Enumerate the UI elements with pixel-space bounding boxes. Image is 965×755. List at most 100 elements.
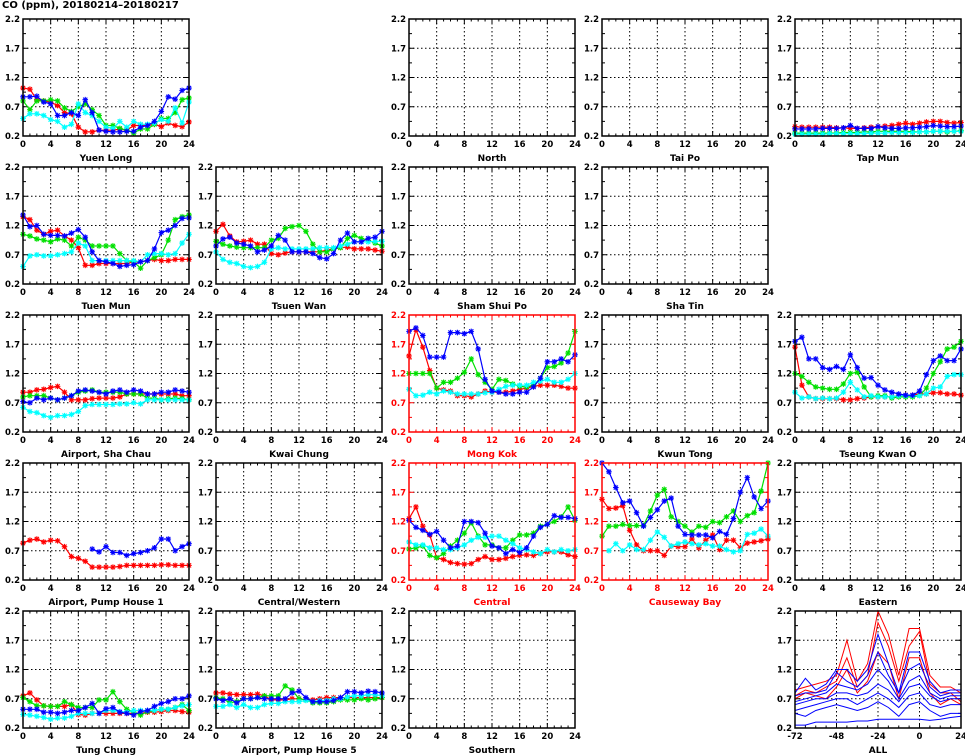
data-point bbox=[144, 391, 151, 397]
data-point bbox=[758, 538, 764, 544]
data-point bbox=[54, 232, 61, 239]
series-line bbox=[794, 683, 961, 706]
data-point bbox=[372, 688, 378, 695]
data-point bbox=[944, 128, 950, 135]
series-blue bbox=[20, 693, 192, 718]
x-tick-label: 12 bbox=[679, 288, 691, 298]
data-point bbox=[123, 706, 130, 713]
data-point bbox=[110, 257, 116, 264]
data-point bbox=[537, 375, 544, 381]
data-point bbox=[847, 370, 854, 377]
data-point bbox=[323, 698, 330, 705]
data-point bbox=[461, 561, 468, 568]
data-point bbox=[426, 531, 433, 538]
x-tick-label: 20 bbox=[927, 436, 939, 446]
data-point bbox=[61, 698, 68, 705]
data-point bbox=[89, 106, 95, 113]
data-point bbox=[220, 221, 226, 228]
data-point bbox=[130, 261, 137, 268]
x-tick-label: 0 bbox=[20, 436, 26, 446]
panel-title: Eastern bbox=[859, 598, 898, 608]
data-point bbox=[523, 545, 530, 551]
y-tick-label: 0.7 bbox=[584, 399, 599, 409]
data-point bbox=[840, 381, 847, 387]
y-tick-label: 0.2 bbox=[777, 724, 792, 734]
x-tick-label: 20 bbox=[348, 584, 360, 594]
data-point bbox=[799, 373, 805, 380]
x-tick-label: 20 bbox=[541, 732, 553, 742]
data-point bbox=[165, 397, 172, 403]
x-tick-label: 8 bbox=[268, 584, 274, 594]
data-point bbox=[633, 522, 640, 529]
data-point bbox=[723, 546, 730, 553]
x-tick-label: 12 bbox=[486, 140, 498, 150]
x-tick-label: 16 bbox=[900, 140, 912, 150]
data-point bbox=[558, 546, 564, 553]
data-point bbox=[158, 536, 165, 542]
data-point bbox=[233, 700, 240, 706]
x-tick-label: 8 bbox=[847, 140, 853, 150]
data-point bbox=[47, 395, 54, 401]
data-point bbox=[165, 118, 172, 125]
data-point bbox=[82, 387, 89, 393]
x-tick-label: 16 bbox=[900, 436, 912, 446]
x-tick-label: 20 bbox=[541, 140, 553, 150]
x-tick-label: 20 bbox=[734, 140, 746, 150]
x-tick-label: 24 bbox=[569, 140, 581, 150]
data-point bbox=[158, 700, 165, 707]
data-point bbox=[716, 546, 723, 553]
x-tick-label: 20 bbox=[155, 436, 167, 446]
y-tick-label: 0.2 bbox=[5, 428, 20, 438]
series-blue bbox=[213, 228, 385, 262]
data-point bbox=[647, 537, 654, 544]
data-point bbox=[151, 250, 158, 257]
data-point bbox=[68, 701, 75, 708]
data-point bbox=[944, 123, 950, 130]
data-point bbox=[661, 498, 668, 504]
x-tick-label: 12 bbox=[679, 584, 691, 594]
data-point bbox=[54, 112, 61, 119]
data-point bbox=[509, 553, 516, 560]
data-point bbox=[613, 484, 619, 491]
y-tick-label: 1.7 bbox=[584, 192, 599, 202]
data-point bbox=[254, 263, 261, 270]
data-point bbox=[661, 534, 668, 541]
data-point bbox=[882, 125, 888, 131]
x-tick-label: 16 bbox=[707, 140, 719, 150]
data-point bbox=[565, 385, 571, 391]
data-point bbox=[951, 357, 957, 364]
data-point bbox=[930, 385, 937, 391]
data-point bbox=[34, 227, 40, 233]
data-point bbox=[75, 244, 82, 251]
plot-frame bbox=[22, 314, 190, 433]
data-point bbox=[826, 125, 833, 132]
data-point bbox=[902, 129, 909, 136]
data-point bbox=[930, 357, 937, 364]
data-point bbox=[426, 370, 433, 377]
data-point bbox=[227, 701, 233, 708]
data-point bbox=[503, 377, 509, 384]
x-tick-label: 24 bbox=[569, 288, 581, 298]
x-tick-label: 16 bbox=[128, 288, 140, 298]
data-point bbox=[626, 498, 633, 504]
series-green bbox=[406, 328, 578, 393]
y-tick-label: 2.2 bbox=[777, 607, 792, 617]
data-point bbox=[303, 694, 309, 701]
y-tick-label: 1.7 bbox=[777, 636, 792, 646]
x-tick-label: 24 bbox=[762, 436, 774, 446]
y-tick-label: 1.2 bbox=[777, 666, 792, 676]
data-point bbox=[861, 125, 867, 132]
data-point bbox=[47, 228, 54, 235]
series-line bbox=[794, 692, 961, 711]
data-point bbox=[516, 532, 523, 538]
data-point bbox=[951, 123, 957, 130]
data-point bbox=[296, 698, 302, 705]
data-point bbox=[882, 394, 888, 400]
y-tick-label: 2.2 bbox=[198, 607, 213, 617]
data-point bbox=[489, 533, 495, 539]
x-tick-label: 4 bbox=[627, 140, 633, 150]
plot-frame bbox=[794, 610, 962, 729]
data-point bbox=[151, 254, 158, 261]
y-tick-label: 2.2 bbox=[198, 163, 213, 173]
data-point bbox=[179, 392, 185, 399]
